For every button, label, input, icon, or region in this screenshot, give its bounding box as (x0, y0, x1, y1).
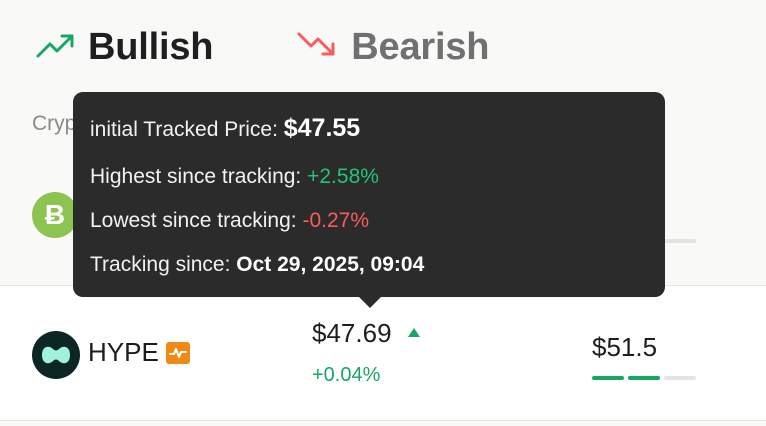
tooltip-highest-label: Highest since tracking: (90, 165, 302, 188)
tooltip-initial-price: initial Tracked Price: $47.55 (90, 114, 360, 143)
price-up-icon (408, 328, 420, 337)
tab-bearish[interactable]: Bearish (297, 26, 489, 69)
trend-tabs: Bullish Bearish (36, 26, 489, 69)
tooltip-initial-label: initial Tracked Price: (90, 118, 278, 141)
tooltip-since: Tracking since: Oct 29, 2025, 09:04 (90, 253, 424, 277)
coin-symbol: HYPE (88, 337, 159, 367)
progress-segment (664, 239, 696, 243)
tab-bullish[interactable]: Bullish (36, 26, 213, 69)
tooltip-lowest-value: -0.27% (302, 209, 369, 232)
price-change: +0.04% (312, 364, 381, 386)
table-row-hype[interactable] (0, 286, 766, 420)
hyperliquid-icon (32, 331, 80, 379)
section-subheading: Cryp (32, 112, 77, 135)
target-price: $51.5 (592, 332, 658, 362)
tooltip-lowest-label: Lowest since tracking: (90, 209, 297, 232)
progress-segment (592, 376, 624, 380)
current-price: $47.69 (312, 318, 392, 348)
tooltip-lowest: Lowest since tracking: -0.27% (90, 209, 369, 233)
progress-segment (628, 376, 660, 380)
activity-pulse-icon[interactable] (166, 342, 190, 364)
trending-down-icon (297, 31, 337, 64)
tooltip-highest: Highest since tracking: +2.58% (90, 165, 379, 189)
row-divider (0, 420, 766, 421)
tab-bearish-label: Bearish (351, 26, 490, 68)
tooltip-initial-value: $47.55 (283, 114, 361, 142)
tooltip-since-value: Oct 29, 2025, 09:04 (236, 253, 425, 276)
trending-up-icon (36, 31, 76, 64)
tooltip-highest-value: +2.58% (307, 165, 379, 188)
progress-segment (664, 376, 696, 380)
tracking-tooltip: initial Tracked Price: $47.55 Highest si… (73, 92, 665, 308)
tooltip-since-label: Tracking since: (90, 253, 231, 276)
bitcoin-cash-icon: Ƀ (32, 192, 78, 238)
tab-bullish-label: Bullish (88, 26, 214, 68)
